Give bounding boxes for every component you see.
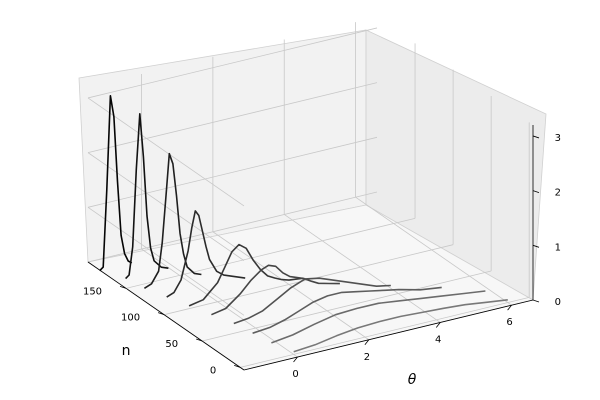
grid-line-z bbox=[87, 206, 245, 316]
y-tick-label: 100 bbox=[121, 313, 140, 324]
grid-line-z bbox=[87, 136, 378, 208]
z-tick-mark bbox=[532, 190, 540, 194]
series-line-n20 bbox=[271, 290, 486, 344]
grid-line-x bbox=[355, 196, 512, 306]
grid-line-x bbox=[212, 231, 370, 341]
series-line-n0 bbox=[293, 299, 508, 353]
series-lines bbox=[99, 95, 508, 353]
series-line-n120 bbox=[166, 210, 246, 298]
x-tick-mark bbox=[293, 356, 298, 363]
z-tick-label: 2 bbox=[555, 188, 561, 199]
grid-line-z bbox=[87, 191, 378, 263]
y-tick-label: 150 bbox=[83, 286, 102, 297]
grid-line-y bbox=[240, 296, 530, 368]
x-tick-label: 6 bbox=[506, 317, 512, 328]
series-line-n60 bbox=[233, 277, 391, 325]
grid-line-y bbox=[202, 270, 492, 342]
y-axis-label: n bbox=[122, 343, 131, 359]
axes bbox=[87, 125, 540, 371]
series-line-n100 bbox=[188, 243, 304, 307]
series-line-n80 bbox=[211, 264, 340, 316]
z-tick-mark bbox=[532, 299, 540, 303]
series-line-n180 bbox=[99, 95, 133, 272]
series-line-n160 bbox=[125, 113, 169, 280]
x-tick-mark bbox=[435, 322, 441, 328]
y-tick-label: 0 bbox=[210, 365, 216, 376]
grid-line-z bbox=[87, 27, 378, 99]
x-tick-label: 2 bbox=[364, 352, 370, 363]
y-tick-label: 50 bbox=[165, 339, 178, 350]
z-tick-label: 0 bbox=[555, 297, 561, 308]
z-tick-label: 1 bbox=[555, 242, 561, 253]
z-tick-mark bbox=[532, 135, 540, 139]
x-tick-label: 4 bbox=[435, 334, 441, 345]
z-tick-label: 3 bbox=[555, 133, 561, 144]
grid-line-z bbox=[87, 152, 245, 261]
z-tick-mark bbox=[532, 244, 540, 248]
tick-labels: 0 2 4 6 0 50 100 150 0 1 2 3 bbox=[83, 133, 561, 380]
grid-line-y bbox=[125, 217, 416, 289]
grid-line-x bbox=[284, 214, 441, 323]
x-tick-mark bbox=[364, 339, 370, 346]
x-axis-label: θ bbox=[408, 372, 417, 388]
grid-line-x bbox=[141, 248, 298, 358]
x-tick-label: 0 bbox=[292, 369, 298, 380]
y-axis-line bbox=[87, 261, 245, 371]
series-line-n40 bbox=[252, 286, 442, 334]
series-line-n140 bbox=[143, 152, 202, 289]
x-tick-mark bbox=[507, 304, 512, 311]
x-axis-line bbox=[243, 299, 534, 371]
grid-line-z bbox=[87, 82, 378, 154]
